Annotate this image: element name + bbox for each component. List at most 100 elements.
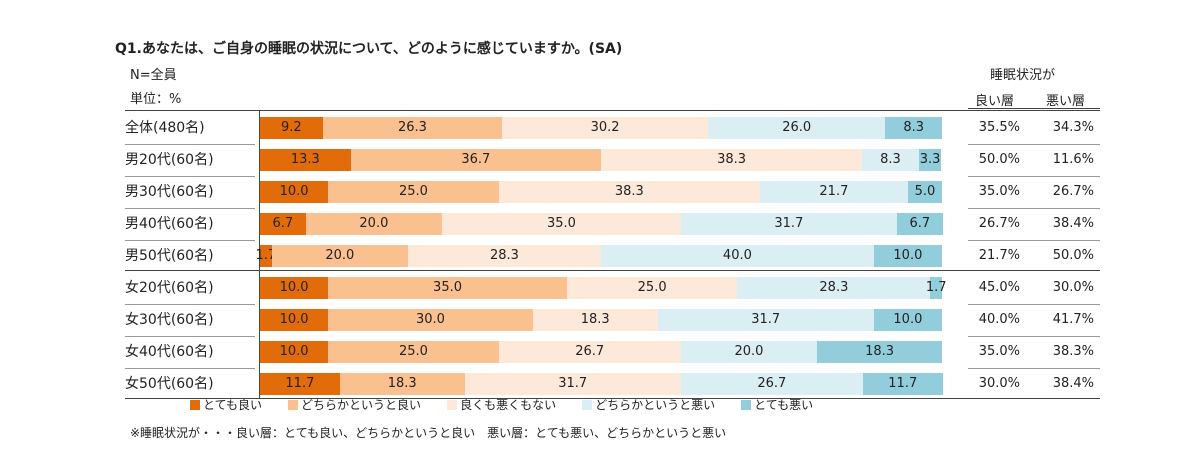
bar-segment [680,213,897,235]
data-label: 31.7 [558,376,588,391]
bar-segment [896,213,943,235]
bar-segment [657,309,874,331]
data-label: 20.0 [734,344,764,359]
data-label: 25.0 [637,280,667,295]
data-label: 28.3 [490,248,519,263]
legend-swatch [190,399,200,410]
legend-swatch [288,399,299,410]
data-label: 11.7 [888,376,918,391]
bar-segment [601,245,874,267]
category-label: 男30代(60名) [125,184,214,200]
row-divider [968,208,1100,209]
header-divider [125,110,1100,111]
data-label: 36.7 [461,152,491,167]
category-label: 男50代(60名) [125,248,214,264]
data-label: 30.0 [416,312,445,327]
data-label: 18.3 [387,376,417,391]
bar-segment [305,213,443,235]
bar-segment [930,277,942,299]
data-label: 40.0 [722,248,752,263]
good-layer-value: 21.7% [978,248,1020,263]
data-label: 10.0 [279,280,309,295]
bar-segment [601,149,863,171]
bar-segment [260,181,329,203]
row-divider [125,240,255,241]
data-label: 35.0 [433,280,462,295]
bar-segment [260,341,329,363]
legend-item: どちらかというと悪い [582,396,715,413]
data-label: 21.7 [819,184,849,199]
data-label: 13.3 [290,152,320,167]
data-label: 8.3 [880,152,901,167]
data-label: 5.0 [914,184,936,199]
category-label: 全体(480名) [125,120,205,136]
bar-segment [260,213,306,235]
legend-item: とても悪い [741,396,813,413]
data-label: 1.7 [925,280,947,295]
data-label: 10.0 [893,312,923,327]
bar-segment [339,373,465,395]
data-label: 28.3 [819,280,849,295]
category-label: 女30代(60名) [125,312,214,328]
bar-segment [328,309,533,331]
bar-segment [708,117,886,139]
data-label: 6.7 [272,216,294,231]
footnote: ※睡眠状況が・・・良い層：とても良い、どちらかというと良い 悪い層：とても悪い、… [130,426,727,440]
data-label: 20.0 [359,216,389,231]
chart-title: Q1.あなたは、ご自身の睡眠の状況について、どのように感じていますか。(SA) [115,41,623,57]
legend-swatch [741,399,752,410]
good-layer-value: 40.0% [978,312,1020,327]
data-label: 10.0 [279,184,309,199]
data-label: 20.0 [325,248,355,263]
bar-segment [862,149,919,171]
bar-segment [502,117,709,139]
row-divider [125,304,255,305]
bar-segment [532,309,658,331]
sleep-status-header: 睡眠状況が [990,68,1056,83]
bar-segment [350,149,601,171]
legend-item: 良くも悪くもない [447,396,556,413]
data-label: 3.3 [919,152,941,167]
bar-segment [873,309,942,331]
bar-segment [873,245,942,267]
category-label: 男20代(60名) [125,152,214,168]
good-layer-value: 35.0% [978,184,1020,199]
legend-label: とても悪い [754,398,814,412]
category-label: 女50代(60名) [125,376,214,392]
good-layer-value: 45.0% [978,280,1020,295]
bad-layer-value: 50.0% [1052,248,1094,263]
bad-layer-value: 38.4% [1052,216,1094,231]
bar-segment [918,149,942,171]
bar-segment [464,373,681,395]
bar-segment [260,117,323,139]
bar-segment [260,277,329,299]
unit-label: 単位：% [130,92,182,107]
data-label: 26.7 [757,376,787,391]
legend-label: 良くも悪くもない [460,398,557,412]
legend-label: どちらかというと良い [301,398,422,412]
good-layer-value: 50.0% [978,152,1020,167]
group-divider [125,270,1100,271]
bad-layer-value: 38.3% [1052,344,1094,359]
data-label: 10.0 [893,248,923,263]
data-label: 38.3 [717,152,747,167]
bad-layer-value: 26.7% [1052,184,1094,199]
data-label: 1.7 [255,248,277,263]
good-layer-value: 35.0% [978,344,1020,359]
category-label: 女20代(60名) [125,280,214,296]
row-divider [968,368,1100,369]
legend-item: どちらかというと良い [288,396,421,413]
bad-layer-value: 34.3% [1052,120,1094,135]
row-divider [125,208,255,209]
row-divider [125,176,255,177]
row-divider [968,240,1100,241]
bar-segment [322,117,503,139]
bar-segment [759,181,908,203]
bar-segment [328,277,567,299]
bad-layer-value: 30.0% [1052,280,1094,295]
data-label: 26.0 [782,120,812,135]
good-layer-value: 35.5% [978,120,1020,135]
bar-segment [817,341,942,363]
bar-segment [680,341,818,363]
data-label: 9.2 [281,120,302,135]
